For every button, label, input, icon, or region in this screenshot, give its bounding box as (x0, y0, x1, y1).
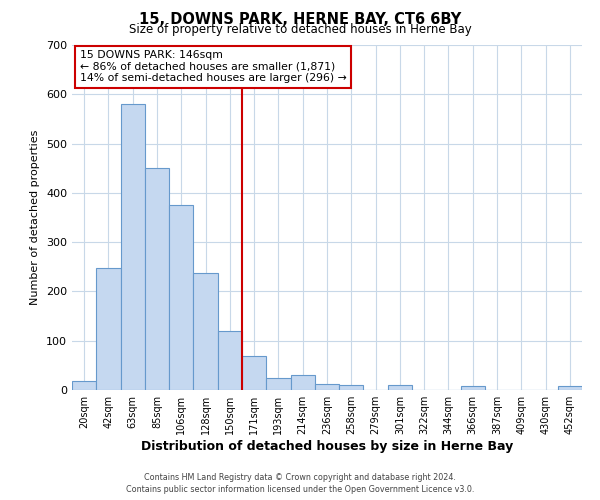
Text: 15, DOWNS PARK, HERNE BAY, CT6 6BY: 15, DOWNS PARK, HERNE BAY, CT6 6BY (139, 12, 461, 28)
Bar (558, 386, 582, 390)
Bar (242, 356, 266, 390)
Bar (266, 378, 290, 390)
Y-axis label: Number of detached properties: Number of detached properties (31, 130, 40, 305)
Bar (193, 273, 218, 390)
Bar (72, 381, 96, 390)
Bar (388, 385, 412, 390)
Text: Size of property relative to detached houses in Herne Bay: Size of property relative to detached ho… (128, 22, 472, 36)
Bar (145, 168, 169, 390)
Bar (461, 386, 485, 390)
Bar (218, 331, 242, 390)
Text: 15 DOWNS PARK: 146sqm
← 86% of detached houses are smaller (1,871)
14% of semi-d: 15 DOWNS PARK: 146sqm ← 86% of detached … (80, 50, 346, 84)
Text: Contains HM Land Registry data © Crown copyright and database right 2024.
Contai: Contains HM Land Registry data © Crown c… (126, 472, 474, 494)
X-axis label: Distribution of detached houses by size in Herne Bay: Distribution of detached houses by size … (141, 440, 513, 453)
Bar (96, 268, 121, 390)
Bar (169, 205, 193, 390)
Bar (339, 385, 364, 390)
Bar (290, 374, 315, 390)
Bar (315, 384, 339, 390)
Bar (121, 104, 145, 390)
